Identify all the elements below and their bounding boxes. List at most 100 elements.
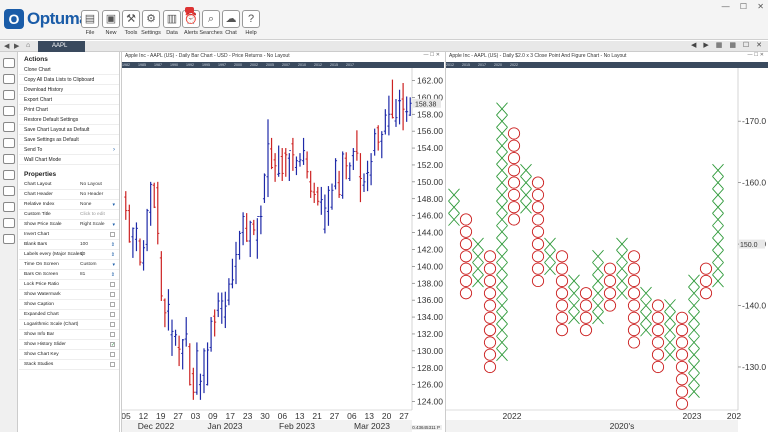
property-row[interactable]: Chart Layout No Layout — [19, 180, 119, 190]
print-icon[interactable] — [2, 106, 15, 116]
restore-icon[interactable]: ☐ — [742, 42, 750, 49]
save-as-icon[interactable] — [2, 90, 15, 100]
property-value[interactable]: 81 — [80, 272, 86, 277]
property-value[interactable]: Custom — [80, 262, 97, 267]
ribbon-file-button[interactable]: ▤ File — [80, 10, 100, 36]
property-row[interactable]: Relative Index None ▾ — [19, 200, 119, 210]
bar-chart-window-controls[interactable]: — ☐ ✕ — [423, 52, 440, 58]
property-checkbox[interactable] — [110, 292, 115, 297]
property-row[interactable]: Invert Chart — [19, 230, 119, 240]
ribbon-help-button[interactable]: ? Help — [241, 10, 261, 36]
action-item[interactable]: Copy All Data Lists to Clipboard — [19, 75, 119, 85]
property-row[interactable]: Time On Screen Custom ▾ — [19, 260, 119, 270]
action-item[interactable]: Restore Default Settings — [19, 115, 119, 125]
pnf-chart-canvas[interactable]: -130.0-140.0-150.0-160.0-170.0150.020222… — [446, 68, 768, 432]
pnf-chart-window-controls[interactable]: — ☐ ✕ — [747, 52, 764, 58]
action-item[interactable]: Save Settings as Default — [19, 135, 119, 145]
property-value[interactable]: Right Scale — [80, 222, 105, 227]
lock-icon[interactable] — [2, 186, 15, 196]
property-checkbox[interactable] — [110, 332, 115, 337]
tab-aapl[interactable]: AAPL — [38, 41, 86, 52]
property-row[interactable]: Logarithmic Scale (Chart) — [19, 320, 119, 330]
property-row[interactable]: Show Price Scale Right Scale ▾ — [19, 220, 119, 230]
ribbon-settings-button[interactable]: ⚙ Settings — [141, 10, 161, 36]
property-row[interactable]: Expanded Chart — [19, 310, 119, 320]
property-checkbox[interactable] — [110, 232, 115, 237]
ribbon-tools-button[interactable]: ⚒ Tools — [121, 10, 141, 36]
chevron-down-icon[interactable]: ▾ — [112, 222, 115, 228]
property-checkbox[interactable] — [110, 312, 115, 317]
tab-scroll-left-icon[interactable]: ◀ — [4, 43, 10, 50]
price-axis[interactable] — [412, 68, 444, 432]
layout-icon[interactable]: ▦ — [715, 42, 723, 49]
text-tool-icon[interactable] — [2, 58, 15, 68]
minimize-button[interactable]: — — [721, 2, 730, 11]
action-item[interactable]: Download History — [19, 85, 119, 95]
property-checkbox[interactable] — [110, 362, 115, 367]
crosshair-icon[interactable] — [2, 170, 15, 180]
day-tick-label: 30 — [260, 411, 270, 421]
property-value[interactable]: No Header — [80, 192, 104, 197]
action-item[interactable]: Print Chart — [19, 105, 119, 115]
close-button[interactable]: ✕ — [757, 2, 764, 11]
ribbon-searches-label: Searches — [199, 30, 223, 36]
save-icon[interactable] — [2, 74, 15, 84]
property-value[interactable]: 100 — [80, 242, 89, 247]
property-checkbox[interactable] — [110, 322, 115, 327]
action-item[interactable]: Save Chart Layout as Default — [19, 125, 119, 135]
property-value[interactable]: 10 — [80, 252, 86, 257]
ribbon-chat-button[interactable]: ☁ Chat — [221, 10, 241, 36]
tile-icon[interactable]: ▦ — [729, 42, 736, 49]
ribbon-searches-button[interactable]: ⌕ Searches — [199, 10, 223, 36]
ribbon-data-button[interactable]: ▥ Data — [162, 10, 182, 36]
tab-scroll-right-icon[interactable]: ▶ — [14, 43, 20, 50]
property-row[interactable]: Show Info Bar — [19, 330, 119, 340]
pnf-chart-history-slider[interactable]: 2012 2015 2017 2020 2022 — [446, 62, 768, 68]
ribbon-help-label: Help — [245, 30, 257, 36]
page-forward-icon[interactable]: ▶ — [703, 42, 709, 49]
property-value[interactable]: Click to edit — [80, 212, 105, 217]
property-row[interactable]: Lock Price Ratio — [19, 280, 119, 290]
property-value[interactable]: No Layout — [80, 182, 102, 187]
action-item[interactable]: Clone Chart — [19, 65, 119, 75]
property-checkbox[interactable] — [110, 282, 115, 287]
property-row[interactable]: Show Caption — [19, 300, 119, 310]
property-checkbox[interactable] — [110, 352, 115, 357]
property-row[interactable]: Labels every (Major Scales) 10 ⇕ — [19, 250, 119, 260]
property-row[interactable]: Show Chart Key — [19, 350, 119, 360]
property-row[interactable]: Stack Studies — [19, 360, 119, 370]
chevron-down-icon[interactable]: ▾ — [112, 262, 115, 268]
property-value[interactable]: None — [80, 202, 92, 207]
page-back-icon[interactable]: ◀ — [691, 42, 697, 49]
property-checkbox[interactable] — [110, 302, 115, 307]
action-item[interactable]: Send To › — [19, 145, 119, 155]
property-row[interactable]: Bars On Screen 81 ⇕ — [19, 270, 119, 280]
property-row[interactable]: Custom Title Click to edit — [19, 210, 119, 220]
bar-chart-canvas[interactable]: 124.00 126.00 128.00 130.00 132.00 134.00 136.… — [122, 68, 444, 432]
stepper-icon[interactable]: ⇕ — [110, 242, 115, 248]
ribbon-alerts-button[interactable]: ⏰ Alerts — [181, 7, 201, 36]
property-checkbox[interactable] — [110, 340, 115, 350]
home-icon[interactable]: ⌂ — [26, 42, 31, 49]
stepper-icon[interactable]: ⇕ — [110, 272, 115, 278]
property-row[interactable]: Blank Bars 100 ⇕ — [19, 240, 119, 250]
ribbon-new-button[interactable]: ▣ New — [101, 10, 121, 36]
draw-tool-icon[interactable] — [2, 154, 15, 164]
pnf-chart-window[interactable]: Apple Inc - AAPL (US) - Daily $2.0 x 3 C… — [445, 52, 768, 432]
properties-icon[interactable] — [2, 234, 15, 244]
action-item[interactable]: Wall Chart Mode — [19, 155, 119, 165]
property-row[interactable]: Chart Header No Header — [19, 190, 119, 200]
bar-chart-history-slider[interactable]: 1982 1985 1987 1990 1992 1995 1997 2000 2002 2005… — [122, 62, 444, 68]
stepper-icon[interactable]: ⇕ — [110, 252, 115, 258]
property-row[interactable]: Show Watermark — [19, 290, 119, 300]
redo-icon[interactable] — [2, 138, 15, 148]
close-tab-icon[interactable]: ✕ — [756, 42, 762, 49]
watchlist-icon[interactable] — [2, 218, 15, 228]
maximize-button[interactable]: ☐ — [739, 2, 748, 11]
action-item[interactable]: Export Chart — [19, 95, 119, 105]
chevron-down-icon[interactable]: ▾ — [112, 202, 115, 208]
property-row[interactable]: Show History Slider — [19, 340, 119, 350]
bar-chart-window[interactable]: Apple Inc - AAPL (US) - Daily Bar Chart … — [121, 52, 444, 432]
undo-icon[interactable] — [2, 122, 15, 132]
settings-icon[interactable] — [2, 202, 15, 212]
